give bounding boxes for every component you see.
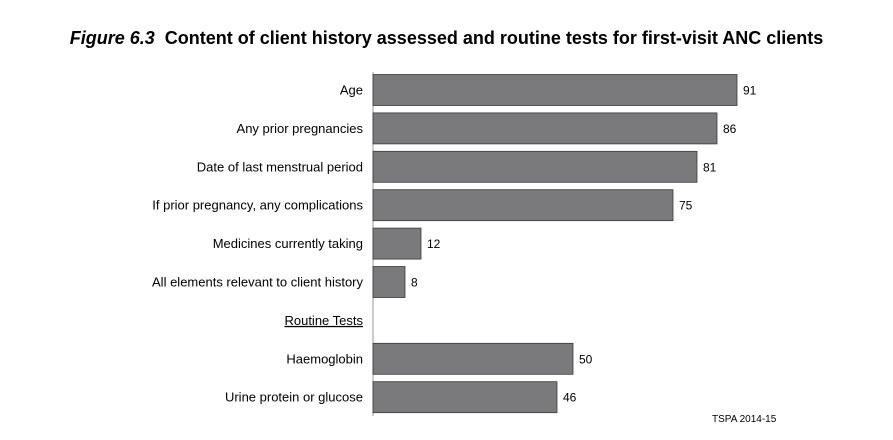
bar: [372, 266, 406, 298]
category-label: All elements relevant to client history: [152, 275, 363, 290]
bar: [372, 150, 698, 183]
data-label: 75: [679, 199, 693, 213]
category-label: Age: [340, 83, 363, 98]
data-label: 8: [411, 276, 418, 290]
chart-title: Figure 6.3 Content of client history ass…: [0, 28, 893, 49]
source-note: TSPA 2014-15: [712, 414, 777, 425]
category-label: Urine protein or glucose: [225, 390, 363, 405]
category-label: Haemoglobin: [286, 351, 363, 366]
category-label: Medicines currently taking: [213, 236, 363, 251]
bar: [372, 342, 574, 375]
bar: [372, 189, 674, 222]
bar: [372, 74, 738, 106]
bar: [372, 112, 718, 145]
bar: [372, 227, 422, 260]
section-header-label: Routine Tests: [284, 313, 363, 328]
figure-number: Figure 6.3: [69, 28, 155, 48]
category-label: Date of last menstrual period: [197, 159, 363, 174]
data-label: 86: [723, 122, 737, 136]
data-label: 81: [703, 160, 717, 174]
data-label: 46: [563, 391, 577, 405]
data-label: 50: [579, 352, 593, 366]
bar: [372, 381, 558, 414]
category-label: Any prior pregnancies: [237, 121, 364, 136]
data-label: 91: [743, 84, 757, 98]
title-text: Content of client history assessed and r…: [164, 28, 824, 48]
category-label: If prior pregnancy, any complications: [152, 198, 363, 213]
data-label: 12: [427, 237, 441, 251]
